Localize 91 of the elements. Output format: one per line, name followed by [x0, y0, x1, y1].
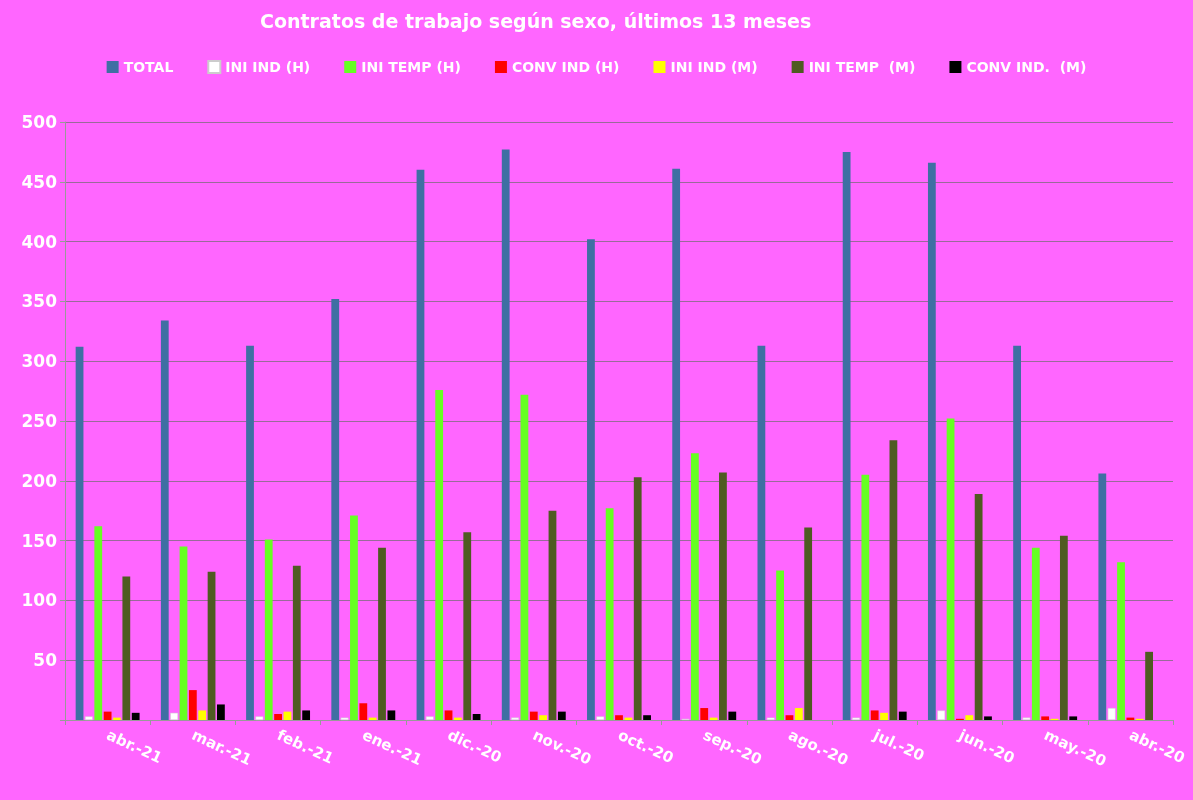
bar [700, 708, 709, 720]
bar [170, 712, 179, 720]
bar [1069, 716, 1078, 720]
bar [1013, 345, 1021, 720]
legend-label: INI IND (M) [670, 59, 758, 75]
bar [633, 477, 642, 720]
bar [274, 714, 282, 720]
bar [974, 493, 983, 720]
bar [927, 162, 936, 720]
y-tick-label: 250 [21, 411, 58, 431]
bar [217, 704, 225, 720]
bar [302, 710, 311, 720]
bar [425, 716, 434, 720]
bar [842, 151, 851, 720]
bar [785, 715, 794, 720]
bar [103, 711, 112, 720]
bar [501, 149, 510, 720]
bar [529, 711, 538, 720]
bar [85, 716, 93, 720]
bar [757, 345, 766, 720]
bar [1117, 562, 1125, 720]
bar [965, 715, 974, 720]
bar [378, 547, 386, 720]
bar [672, 168, 681, 720]
bar [1041, 716, 1050, 720]
chart-title: Contratos de trabajo según sexo, últimos 13 meses [260, 9, 812, 32]
bar [198, 710, 207, 720]
bar [605, 508, 614, 720]
bar [331, 299, 340, 720]
bar [615, 715, 623, 720]
bar [1145, 651, 1153, 720]
bar [75, 346, 84, 720]
bar [444, 710, 453, 720]
bar [94, 526, 103, 720]
legend-label: INI TEMP (M) [808, 59, 916, 75]
bar [264, 539, 273, 720]
bar [292, 565, 301, 720]
bar [889, 440, 898, 720]
bar [246, 345, 254, 720]
bar [539, 715, 548, 720]
bar [898, 711, 907, 720]
legend-label: CONV IND (H) [511, 59, 620, 75]
bar [1059, 535, 1068, 720]
y-tick-label: 300 [21, 351, 58, 372]
bar [643, 715, 651, 720]
bar [188, 690, 197, 720]
bar [416, 169, 425, 720]
bar [794, 708, 803, 720]
bar [131, 712, 140, 720]
y-tick-label: 200 [21, 470, 58, 491]
bar [472, 714, 481, 720]
bar [728, 711, 737, 720]
legend-label: INI TEMP (H) [361, 59, 461, 75]
bar [946, 418, 955, 720]
bar [587, 239, 595, 720]
bar [1031, 547, 1040, 720]
y-tick-label: 450 [21, 171, 58, 192]
bar [690, 453, 699, 720]
y-tick-label: 50 [33, 650, 58, 671]
y-tick-label: 500 [21, 112, 58, 132]
bar [435, 389, 444, 720]
y-tick-label: 350 [21, 291, 58, 312]
bar [861, 474, 870, 720]
bar [937, 710, 946, 720]
bar [463, 532, 472, 720]
y-tick-label: 150 [21, 530, 58, 551]
bar [359, 703, 368, 720]
bar [207, 571, 216, 720]
legend-label: CONV IND. (M) [966, 59, 1087, 75]
bar [122, 576, 131, 720]
y-tick-label: 400 [21, 231, 58, 252]
bar [350, 515, 358, 720]
bar [160, 320, 169, 720]
bar [719, 472, 727, 720]
bar [984, 716, 992, 720]
bar [776, 570, 784, 720]
bar [1098, 473, 1107, 720]
bar [880, 712, 888, 720]
bar [179, 546, 188, 720]
bar [804, 527, 813, 720]
bar [387, 710, 396, 720]
y-tick-label: 100 [21, 590, 58, 611]
bar [596, 716, 605, 720]
bar [870, 710, 879, 720]
bar [1107, 708, 1116, 720]
legend-label: TOTAL [123, 59, 174, 75]
bar [520, 394, 529, 720]
bar [557, 711, 566, 720]
bar [255, 716, 264, 720]
bar [548, 510, 557, 720]
legend-label: INI IND (H) [225, 59, 311, 75]
